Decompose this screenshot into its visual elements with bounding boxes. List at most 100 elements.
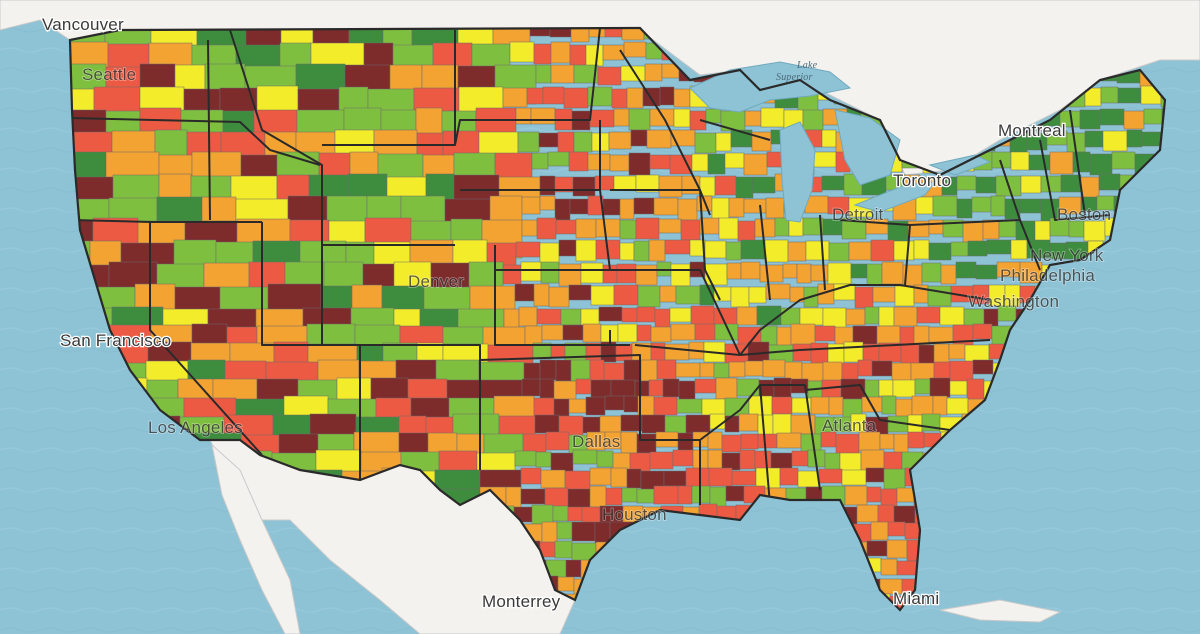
county-cell [517,131,540,153]
county-cell [533,283,550,307]
county-cell [505,486,522,509]
county-cell [541,521,558,545]
county-cell [620,431,638,454]
county-cell [594,175,615,191]
county-cell [640,359,658,382]
county-cell [956,175,977,191]
county-cell [558,239,577,257]
county-cell [619,198,635,220]
county-cell [881,395,897,415]
county-cell [704,240,727,259]
county-cell [694,323,716,341]
county-cell [649,451,674,470]
county-cell [892,379,916,398]
county-cell [877,504,895,525]
county-cell [818,468,843,484]
county-cell [589,485,607,508]
county-cell [1049,151,1074,175]
county-cell [539,195,556,211]
label-philadelphia: Philadelphia [1000,266,1095,285]
county-cell [1019,198,1042,214]
county-cell [731,470,757,486]
county-cell [621,307,638,323]
county-cell [621,487,638,503]
label-los-angeles: Los Angeles [148,418,243,437]
county-cell [613,108,630,127]
county-cell [1111,151,1136,170]
county-cell [708,467,733,487]
county-cell [1080,176,1100,199]
county-cell [644,63,663,82]
county-cell [633,240,650,262]
county-cell [568,398,587,414]
county-cell [1079,109,1101,130]
county-cell [531,152,549,170]
county-cell [550,452,574,473]
county-cell [565,559,582,578]
county-cell [721,452,741,471]
county-cell [590,379,612,399]
county-cell [764,239,789,263]
county-cell [636,306,656,323]
county-cell [608,131,632,150]
county-cell [782,263,798,279]
county-cell [685,467,710,488]
county-cell [623,41,647,58]
county-cell [791,450,809,467]
county-cell [503,308,520,330]
county-cell [848,241,872,261]
county-cell [590,285,615,306]
county-cell [740,239,766,260]
county-cell [1102,130,1128,152]
county-cell [757,414,774,437]
county-cell [887,521,906,537]
county-cell [1040,175,1062,193]
county-cell [554,540,573,559]
county-cell [603,362,625,381]
label-san-francisco: San Francisco [60,331,171,350]
county-cell [952,324,974,347]
lake-michigan [779,121,816,223]
county-cell [677,198,698,221]
county-cell [845,308,866,326]
county-cell [669,154,693,175]
county-cell [526,87,544,105]
county-cell [550,41,571,64]
county-cell [752,176,776,194]
county-cell [739,449,756,470]
county-cell [654,308,671,329]
baja-peninsula [211,443,301,634]
county-cell [613,284,639,306]
county-cell [568,151,589,172]
county-cell [567,488,591,510]
label-montreal: Montreal [998,121,1066,140]
county-cell [864,306,880,325]
county-cell [748,286,767,304]
label-miami: Miami [893,589,939,608]
county-cell [972,323,993,340]
county-cell [648,379,664,397]
county-cell [663,470,687,487]
county-cell [542,86,565,105]
county-cell [744,360,764,377]
county-cell [857,359,873,377]
county-cell [724,152,745,169]
county-cell [685,414,711,435]
county-cell [520,488,546,505]
county-cell [531,504,554,525]
county-cell [1098,173,1121,191]
county-cell [619,242,635,261]
county-cell [662,378,680,398]
county-cell [835,433,860,456]
county-cell [582,416,601,434]
county-cell [557,131,575,154]
county-cell [653,485,679,505]
county-cell [796,263,812,284]
county-cell [699,362,715,378]
county-cell [616,263,637,284]
county-cell [648,239,666,262]
county-cell [721,434,742,453]
county-cell [430,262,470,292]
state-borders [70,28,1111,506]
